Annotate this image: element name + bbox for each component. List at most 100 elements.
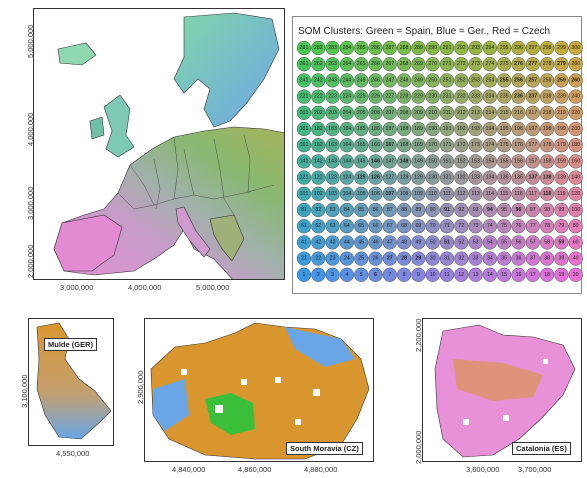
som-cell-label: 293 bbox=[471, 45, 480, 51]
som-cell bbox=[454, 105, 469, 120]
som-cell-label: 56 bbox=[516, 239, 522, 245]
som-cell bbox=[354, 154, 369, 169]
som-cell bbox=[454, 235, 469, 250]
som-cell-label: 195 bbox=[500, 126, 509, 132]
som-cell bbox=[468, 170, 483, 185]
som-cell bbox=[525, 121, 540, 137]
som-cell-label: 139 bbox=[557, 175, 566, 181]
som-cell-label: 28 bbox=[401, 256, 407, 262]
som-cell bbox=[482, 219, 498, 234]
som-cell-label: 78 bbox=[544, 223, 550, 229]
som-cell-label: 19 bbox=[559, 272, 565, 278]
som-cell bbox=[339, 202, 355, 218]
som-cell-label: 135 bbox=[500, 175, 509, 181]
som-cell bbox=[468, 138, 483, 153]
som-cell bbox=[539, 219, 555, 234]
som-cell-label: 122 bbox=[314, 175, 323, 181]
som-cell-label: 92 bbox=[458, 207, 464, 213]
som-cell-label: 266 bbox=[371, 61, 380, 67]
som-cell-label: 162 bbox=[314, 142, 323, 148]
som-cell-label: 72 bbox=[458, 223, 464, 229]
som-cell-label: 11 bbox=[444, 272, 449, 278]
som-cell bbox=[339, 186, 355, 201]
som-cell-label: 13 bbox=[473, 272, 479, 278]
som-cell-label: 191 bbox=[443, 126, 452, 132]
som-cell bbox=[382, 251, 397, 266]
som-cell-label: 8 bbox=[403, 272, 406, 278]
som-cell bbox=[539, 138, 555, 153]
som-cell-label: 96 bbox=[516, 207, 522, 213]
som-cell-label: 284 bbox=[343, 45, 352, 51]
som-cell bbox=[354, 105, 369, 120]
som-cell bbox=[497, 235, 512, 250]
som-cell-label: 169 bbox=[414, 142, 423, 148]
som-cell-label: 163 bbox=[328, 142, 337, 148]
som-cell bbox=[539, 105, 555, 120]
moravia-x-tick: 4,840,000 bbox=[172, 465, 206, 474]
som-cell bbox=[482, 170, 498, 185]
som-cell bbox=[539, 267, 555, 282]
som-cell bbox=[411, 235, 426, 250]
som-cell bbox=[482, 40, 498, 56]
som-cell-label: 222 bbox=[314, 94, 323, 100]
som-cell-label: 87 bbox=[387, 207, 393, 213]
som-cell-label: 246 bbox=[371, 77, 380, 83]
som-cell-label: 232 bbox=[457, 94, 466, 100]
catalonia-x-tick: 3,600,000 bbox=[466, 465, 500, 474]
som-cell-label: 213 bbox=[471, 110, 480, 116]
som-cell bbox=[339, 267, 355, 282]
som-cell bbox=[296, 73, 312, 88]
som-cell-label: 175 bbox=[500, 142, 509, 148]
som-cell-label: 101 bbox=[300, 191, 309, 197]
europe-x-tick: 3,000,000 bbox=[60, 283, 94, 292]
som-cell bbox=[296, 105, 312, 120]
som-cell-label: 37 bbox=[530, 256, 536, 262]
som-cell bbox=[525, 57, 540, 72]
som-cell-label: 208 bbox=[400, 110, 409, 116]
som-cell-label: 49 bbox=[416, 239, 422, 245]
som-cell bbox=[382, 121, 397, 137]
som-cell-label: 98 bbox=[544, 207, 550, 213]
som-cell bbox=[425, 105, 440, 120]
som-cell-label: 42 bbox=[315, 239, 321, 245]
som-cell bbox=[454, 40, 469, 56]
som-cell-label: 4 bbox=[345, 272, 348, 278]
catalonia-map bbox=[434, 324, 576, 458]
europe-y-tick: 3,000,000 bbox=[26, 186, 35, 220]
som-cell bbox=[411, 121, 426, 137]
som-cell bbox=[525, 186, 540, 201]
som-cell bbox=[454, 202, 469, 218]
som-cell-label: 214 bbox=[486, 110, 495, 116]
som-cell-label: 29 bbox=[416, 256, 422, 262]
som-cell bbox=[439, 267, 455, 282]
som-cell bbox=[368, 89, 383, 104]
som-cell-label: 242 bbox=[314, 77, 323, 83]
som-cell-label: 60 bbox=[573, 239, 579, 245]
som-cell bbox=[539, 121, 555, 137]
som-cell-label: 285 bbox=[357, 45, 366, 51]
som-cell-label: 194 bbox=[486, 126, 495, 132]
som-cell-label: 223 bbox=[328, 94, 337, 100]
som-cell bbox=[468, 57, 483, 72]
som-cell-label: 295 bbox=[500, 45, 509, 51]
som-cell-label: 241 bbox=[300, 77, 309, 83]
som-cell bbox=[411, 186, 426, 201]
som-cell-label: 65 bbox=[358, 223, 364, 229]
som-cell-label: 86 bbox=[373, 207, 379, 213]
som-cell bbox=[368, 170, 383, 185]
som-cell bbox=[311, 57, 326, 72]
som-cell bbox=[325, 73, 340, 88]
som-cell-label: 166 bbox=[371, 142, 380, 148]
mulde-panel: Mulde (GER) 3,100,000 4,550,000 bbox=[0, 318, 120, 478]
som-cell-label: 174 bbox=[486, 142, 495, 148]
som-cell-label: 207 bbox=[385, 110, 394, 116]
som-cell-label: 121 bbox=[300, 175, 309, 181]
som-cell-label: 39 bbox=[559, 256, 565, 262]
som-cell-label: 176 bbox=[514, 142, 523, 148]
som-cell bbox=[568, 105, 583, 120]
som-cell bbox=[497, 267, 512, 282]
som-cell bbox=[296, 186, 312, 201]
som-cell-label: 143 bbox=[328, 158, 337, 164]
som-cell bbox=[482, 267, 498, 282]
som-cell-label: 93 bbox=[473, 207, 479, 213]
